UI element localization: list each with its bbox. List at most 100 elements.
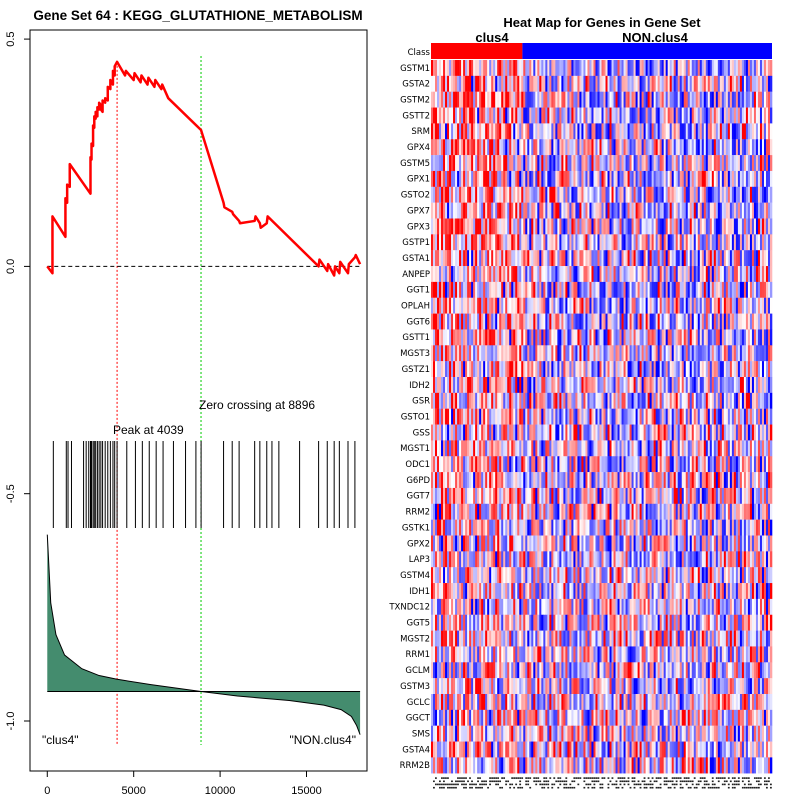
heatmap-cell <box>485 139 488 156</box>
heatmap-cell <box>459 75 462 92</box>
heatmap-cell <box>601 123 604 140</box>
heatmap-cell <box>739 440 743 457</box>
heatmap-cell <box>637 313 640 330</box>
heatmap-cell <box>709 75 713 92</box>
heatmap-cell <box>551 297 554 314</box>
heatmap-cell <box>769 202 773 219</box>
heatmap-cell <box>725 91 729 108</box>
heatmap-cell <box>737 345 741 362</box>
heatmap-cell <box>557 75 560 92</box>
heatmap-cell <box>693 440 697 457</box>
heatmap-cell <box>563 503 566 520</box>
heatmap-cell <box>711 107 715 124</box>
heatmap-cell <box>599 234 602 251</box>
heatmap-cell <box>685 123 689 140</box>
heatmap-cell <box>611 313 614 330</box>
heatmap-cell <box>671 377 675 394</box>
heatmap-cell <box>591 75 594 92</box>
heatmap-cell <box>489 472 492 489</box>
heatmap-cell <box>473 440 476 457</box>
heatmap-cell <box>453 361 456 378</box>
heatmap-cell <box>699 202 703 219</box>
heatmap-cell <box>561 170 564 187</box>
heatmap-cell <box>431 424 434 441</box>
heatmap-cell <box>737 266 741 283</box>
heatmap-cell <box>459 472 462 489</box>
heatmap-cell <box>443 139 446 156</box>
heatmap-cell <box>611 281 614 298</box>
heatmap-cell <box>697 392 701 409</box>
heatmap-cell <box>583 234 586 251</box>
heatmap-cell <box>713 139 717 156</box>
heatmap-cell <box>695 297 699 314</box>
heatmap-cell <box>433 472 436 489</box>
heatmap-cell <box>639 266 642 283</box>
heatmap-cell <box>755 456 759 473</box>
heatmap-cell <box>595 202 598 219</box>
heatmap-cell <box>595 123 598 140</box>
heatmap-cell <box>485 60 488 77</box>
heatmap-cell <box>565 107 568 124</box>
heatmap-cell <box>739 123 743 140</box>
heatmap-cell <box>621 329 624 346</box>
heatmap-cell <box>477 170 480 187</box>
heatmap-cell <box>641 440 644 457</box>
heatmap-cell <box>651 392 654 409</box>
heatmap-cell <box>533 487 536 504</box>
heatmap-cell <box>519 329 522 346</box>
heatmap-cell <box>463 91 466 108</box>
heatmap-cell <box>691 424 695 441</box>
heatmap-cell <box>765 440 769 457</box>
heatmap-cell <box>593 170 596 187</box>
heatmap-cell <box>605 60 608 77</box>
heatmap-cell <box>431 139 434 156</box>
heatmap-cell <box>631 250 634 267</box>
heatmap-cell <box>433 250 436 267</box>
heatmap-cell <box>467 313 470 330</box>
heatmap-cell <box>541 186 544 203</box>
heatmap-cell <box>735 250 739 267</box>
heatmap-cell <box>563 170 566 187</box>
heatmap-cell <box>509 75 512 92</box>
heatmap-cell <box>499 186 502 203</box>
heatmap-cell <box>503 440 506 457</box>
heatmap-cell <box>717 60 721 77</box>
heatmap-cell <box>507 487 510 504</box>
heatmap-cell <box>645 472 648 489</box>
heatmap-cell <box>449 503 452 520</box>
heatmap-cell <box>447 170 450 187</box>
heatmap-cell <box>497 202 500 219</box>
heatmap-cell <box>731 60 735 77</box>
heatmap-cell <box>685 234 689 251</box>
heatmap-cell <box>583 139 586 156</box>
heatmap-cell <box>515 297 518 314</box>
heatmap-cell <box>603 424 606 441</box>
heatmap-cell <box>651 329 654 346</box>
heatmap-cell <box>521 266 524 283</box>
heatmap-cell <box>601 361 604 378</box>
heatmap-cell <box>737 218 741 235</box>
heatmap-cell <box>443 202 446 219</box>
heatmap-cell <box>581 75 584 92</box>
heatmap-cell <box>579 139 582 156</box>
heatmap-cell <box>723 329 727 346</box>
heatmap-cell <box>493 234 496 251</box>
heatmap-cell <box>543 329 546 346</box>
heatmap-cell <box>483 75 486 92</box>
heatmap-cell <box>525 186 528 203</box>
heatmap-cell <box>737 202 741 219</box>
heatmap-cell <box>519 91 522 108</box>
heatmap-cell <box>641 155 644 172</box>
heatmap-cell <box>663 155 666 172</box>
heatmap-cell <box>759 313 763 330</box>
heatmap-cell <box>605 218 608 235</box>
heatmap-cell <box>721 503 725 520</box>
heatmap-cell <box>545 345 548 362</box>
heatmap-cell <box>595 266 598 283</box>
heatmap-cell <box>741 266 745 283</box>
heatmap-cell <box>447 281 450 298</box>
heatmap-cell <box>767 392 771 409</box>
heatmap-cell <box>459 424 462 441</box>
heatmap-cell <box>615 361 618 378</box>
heatmap-cell <box>555 456 558 473</box>
